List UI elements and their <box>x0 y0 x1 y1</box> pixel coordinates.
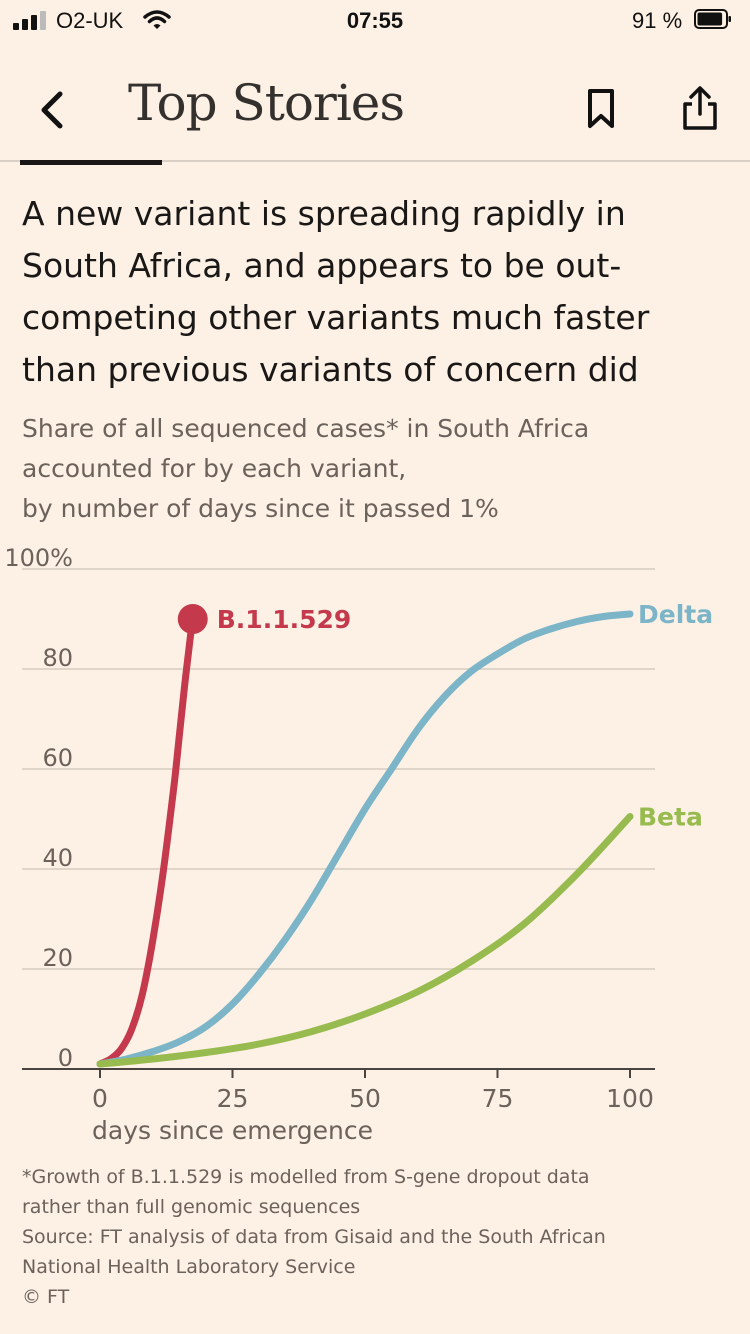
headline-line: than previous variants of concern did <box>22 350 639 389</box>
wifi-icon <box>143 10 171 29</box>
footnote-line: rather than full genomic sequences <box>22 1196 361 1218</box>
y-tick-label: 80 <box>42 644 73 672</box>
chart-headline: A new variant is spreading rapidly in So… <box>22 188 732 396</box>
status-bar: O2-UK 07:55 91 % <box>0 0 750 40</box>
headline-line: South Africa, and appears to be out- <box>22 246 622 285</box>
x-tick-label: 0 <box>92 1084 108 1113</box>
y-tick-label: 60 <box>42 744 73 772</box>
nav-divider <box>0 160 750 162</box>
series-label-delta: Delta <box>638 600 713 629</box>
x-tick-label: 100 <box>606 1084 654 1113</box>
back-chevron-icon[interactable] <box>26 80 76 140</box>
y-tick-label: 40 <box>42 844 73 872</box>
series-line-b-1-1-529 <box>96 615 197 1068</box>
footnote-line: Source: FT analysis of data from Gisaid … <box>22 1226 606 1248</box>
share-icon[interactable] <box>680 84 720 134</box>
subtitle-line: Share of all sequenced cases* in South A… <box>22 414 590 443</box>
chart-footnotes: *Growth of B.1.1.529 is modelled from S-… <box>22 1162 732 1312</box>
nav-title: Top Stories <box>128 74 405 132</box>
subtitle-line: accounted for by each variant, <box>22 454 407 483</box>
chart-subtitle: Share of all sequenced cases* in South A… <box>22 409 732 529</box>
line-chart: 0 20 40 60 80 100% 0 25 50 75 100 days since emerge… <box>4 544 713 1145</box>
headline-line: A new variant is spreading rapidly in <box>22 194 626 233</box>
series-end-marker-b-1-1-529 <box>177 604 208 634</box>
headline-line: competing other variants much faster <box>22 298 650 337</box>
y-tick-label: 0 <box>58 1044 73 1072</box>
bookmark-icon[interactable] <box>583 84 619 134</box>
nav-bar: Top Stories <box>0 60 750 160</box>
clock: 07:55 <box>346 8 404 33</box>
footnote-line: National Health Laboratory Service <box>22 1256 356 1278</box>
series-label-b-1-1-529: B.1.1.529 <box>217 605 352 634</box>
x-tick-label: 25 <box>217 1084 249 1113</box>
y-tick-label: 20 <box>42 944 73 972</box>
battery-percent: 91 % <box>632 8 683 33</box>
subtitle-line: by number of days since it passed 1% <box>22 494 499 523</box>
x-tick-label: 50 <box>349 1084 381 1113</box>
carrier-name: O2-UK <box>56 8 124 33</box>
y-tick-label: 100% <box>4 544 73 572</box>
x-tick-label: 75 <box>482 1084 514 1113</box>
series-line-delta <box>96 610 634 1068</box>
series-line-beta <box>96 813 634 1068</box>
signal-icon <box>13 11 46 30</box>
copyright: © FT <box>22 1286 70 1308</box>
battery-icon <box>694 9 731 29</box>
footnote-line: *Growth of B.1.1.529 is modelled from S-… <box>22 1166 590 1188</box>
series-label-beta: Beta <box>638 803 703 832</box>
section-accent-bar <box>20 160 162 165</box>
x-axis-label: days since emergence <box>92 1116 373 1145</box>
